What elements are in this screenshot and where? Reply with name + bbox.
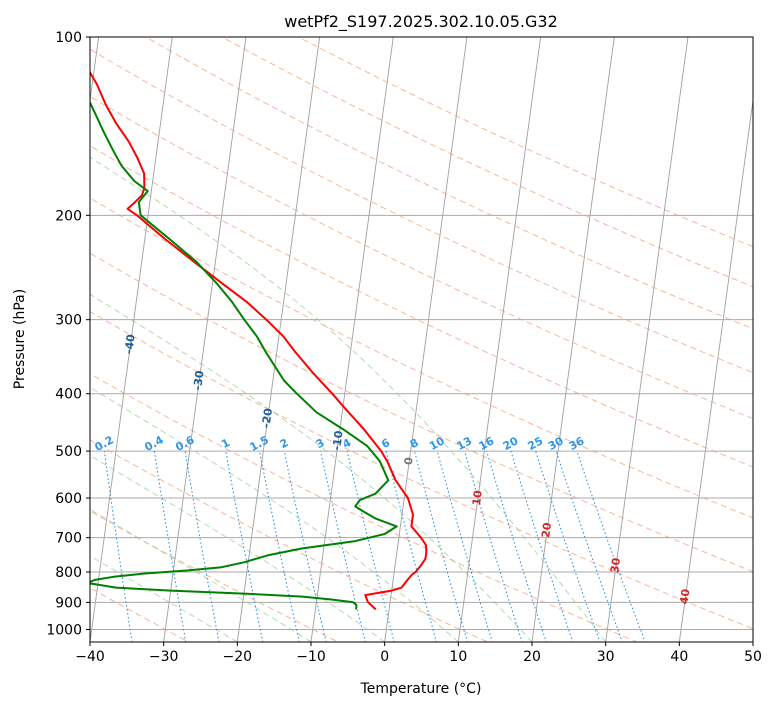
y-tick-label: 300	[55, 313, 82, 329]
isotherm-label: 10	[470, 489, 485, 506]
x-tick-label: −30	[149, 649, 179, 665]
y-tick-label: 200	[55, 208, 82, 224]
dry-adiabat-line	[90, 95, 753, 420]
isotherm-line	[531, 37, 615, 642]
mixing-ratio-line	[320, 450, 366, 642]
isotherm-label: -30	[191, 369, 207, 391]
dry-adiabat-line	[90, 587, 190, 642]
x-tick-label: 0	[380, 649, 389, 665]
y-tick-label: 400	[55, 387, 82, 403]
y-tick-label: 600	[55, 491, 82, 507]
mixing-ratio-line	[385, 450, 437, 642]
x-tick-label: −40	[75, 649, 105, 665]
x-axis-ticks: −40 −30 −20 −10 0 10 20 30 40 50	[75, 642, 762, 665]
dry-adiabat-line	[90, 145, 753, 468]
isobars	[90, 37, 753, 630]
isotherm-line	[90, 37, 173, 642]
mixing-ratio-label: 13	[455, 434, 475, 453]
mixing-ratio-line	[184, 451, 220, 642]
isotherm-line	[457, 37, 542, 642]
chart-title: wetPf2_S197.2025.302.10.05.G32	[284, 12, 558, 32]
isotherm-label: -40	[122, 333, 138, 355]
x-tick-label: 30	[597, 649, 615, 665]
mixing-ratio-label: 25	[526, 434, 546, 453]
isotherm-line	[605, 37, 689, 642]
moist-adiabat-line	[90, 293, 533, 642]
moist-adiabat-line	[90, 454, 385, 642]
y-tick-label: 900	[55, 595, 82, 611]
moist-adiabats	[90, 156, 607, 642]
mixing-ratio-label: 20	[501, 434, 521, 453]
mixing-ratio-label: 30	[546, 434, 566, 453]
dewpoint-profile-line	[90, 100, 398, 610]
isotherm-label: 30	[608, 557, 623, 574]
dry-adiabat-line	[90, 48, 753, 374]
y-tick-label: 700	[55, 531, 82, 547]
x-tick-label: 40	[670, 649, 688, 665]
isotherm-label: 0	[402, 456, 416, 466]
isotherm-label: 20	[539, 521, 554, 538]
series	[90, 70, 428, 611]
mixing-ratio-lines	[103, 450, 646, 642]
x-tick-label: −20	[223, 649, 253, 665]
mixing-ratio-line	[414, 450, 469, 642]
isotherm-line	[310, 37, 394, 642]
isotherm-line	[384, 37, 468, 642]
isotherm-line	[163, 37, 247, 642]
mixing-ratio-label: 10	[427, 434, 447, 453]
plot-frame	[89, 36, 754, 643]
isotherm-label: 40	[678, 588, 693, 605]
mixing-ratio-line	[259, 451, 300, 642]
mixing-ratio-line	[555, 450, 623, 642]
y-tick-label: 1000	[46, 622, 82, 638]
isotherm-label: -20	[260, 407, 276, 429]
isotherm-label: -10	[330, 429, 346, 451]
mixing-ratio-line	[510, 450, 574, 642]
mixing-ratio-line	[283, 450, 327, 642]
y-tick-label: 100	[55, 30, 82, 46]
mixing-ratio-line	[225, 451, 264, 642]
temperature-profile-line	[90, 70, 428, 611]
x-axis-label: Temperature (°C)	[360, 681, 482, 697]
y-axis-ticks: 100 200 300 400 500 600 700 800 900 1000	[46, 30, 90, 638]
y-tick-label: 500	[55, 444, 82, 460]
line-labels: -100-90-80-70-60-50-40-30-20-10010203040…	[93, 333, 693, 605]
y-axis-label: Pressure (hPa)	[12, 289, 28, 389]
x-tick-label: 10	[449, 649, 467, 665]
mixing-ratio-line	[153, 451, 187, 642]
dry-adiabat-line	[90, 373, 639, 642]
isotherms	[90, 37, 753, 642]
mixing-ratio-label: 16	[477, 434, 497, 453]
isotherm-line	[678, 97, 753, 642]
moist-adiabat-line	[90, 386, 459, 642]
x-tick-label: −10	[296, 649, 326, 665]
moist-adiabat-line	[90, 555, 238, 642]
mixing-ratio-line	[535, 450, 601, 642]
x-tick-label: 20	[523, 649, 541, 665]
mixing-ratio-label: 36	[567, 434, 587, 453]
mixing-ratio-line	[346, 450, 395, 642]
plot-area: -100-90-80-70-60-50-40-30-20-10010203040…	[90, 37, 753, 642]
dry-adiabat-line	[90, 310, 753, 630]
moist-adiabat-line	[90, 156, 607, 642]
mixing-ratio-line	[103, 451, 133, 642]
y-tick-label: 800	[55, 565, 82, 581]
dry-adiabat-line	[90, 439, 489, 642]
x-tick-label: 50	[744, 649, 762, 665]
